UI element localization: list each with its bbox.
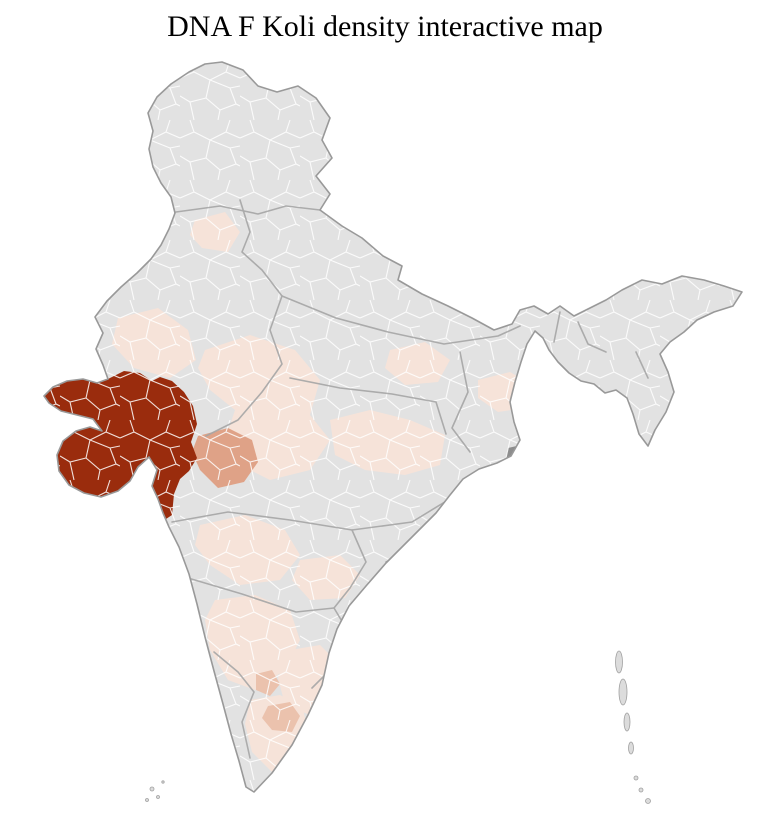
state-border-line	[213, 651, 255, 759]
andaman-island[interactable]	[618, 678, 628, 706]
lakshadweep-islands[interactable]	[145, 780, 165, 802]
andaman-island[interactable]	[628, 741, 634, 755]
state-border-line	[239, 199, 283, 297]
state-border-line	[175, 205, 321, 215]
nicobar-island[interactable]	[633, 775, 639, 781]
state-borders	[171, 199, 649, 759]
state-border-line	[553, 311, 561, 343]
lakshadweep-island[interactable]	[156, 795, 160, 799]
andaman-nicobar-islands[interactable]	[615, 650, 651, 804]
state-border-line	[635, 351, 649, 379]
state-border-line	[577, 321, 607, 353]
lakshadweep-island[interactable]	[149, 786, 155, 792]
state-border-line	[333, 529, 367, 609]
lakshadweep-island[interactable]	[161, 780, 165, 784]
state-border-line	[205, 295, 283, 437]
state-border-line	[451, 351, 471, 453]
state-border-line	[187, 577, 335, 613]
nicobar-island[interactable]	[638, 787, 644, 793]
lakshadweep-island[interactable]	[145, 798, 149, 802]
region-bengal-low[interactable]	[528, 420, 556, 448]
state-border-line	[289, 377, 447, 435]
andaman-island[interactable]	[615, 650, 623, 674]
page-title: DNA F Koli density interactive map	[167, 10, 603, 43]
state-border-line	[171, 499, 449, 531]
state-border-line	[281, 295, 521, 345]
nicobar-island[interactable]	[645, 798, 651, 804]
andaman-island[interactable]	[623, 712, 631, 732]
india-outline	[43, 61, 743, 793]
